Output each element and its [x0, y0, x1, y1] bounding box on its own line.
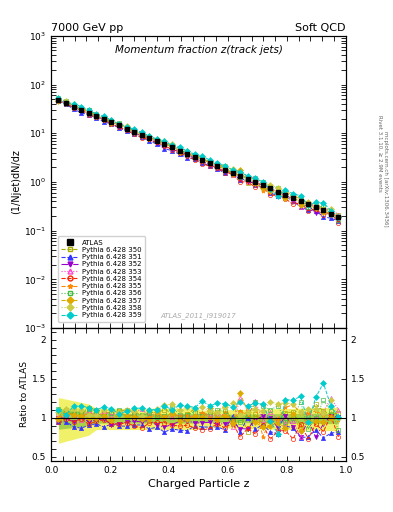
Y-axis label: Ratio to ATLAS: Ratio to ATLAS — [20, 361, 29, 428]
Y-axis label: (1/Njet)dN/dz: (1/Njet)dN/dz — [11, 150, 21, 215]
Text: Rivet 3.1.10, ≥ 2.9M events: Rivet 3.1.10, ≥ 2.9M events — [377, 115, 382, 192]
Text: Momentum fraction z(track jets): Momentum fraction z(track jets) — [114, 45, 283, 55]
Text: ATLAS_2011_I919017: ATLAS_2011_I919017 — [161, 312, 236, 319]
Legend: ATLAS, Pythia 6.428 350, Pythia 6.428 351, Pythia 6.428 352, Pythia 6.428 353, P: ATLAS, Pythia 6.428 350, Pythia 6.428 35… — [57, 236, 145, 322]
Text: Soft QCD: Soft QCD — [296, 23, 346, 33]
Text: mcplots.cern.ch [arXiv:1306.3436]: mcplots.cern.ch [arXiv:1306.3436] — [384, 132, 388, 227]
Text: 7000 GeV pp: 7000 GeV pp — [51, 23, 123, 33]
X-axis label: Charged Particle z: Charged Particle z — [148, 479, 249, 489]
